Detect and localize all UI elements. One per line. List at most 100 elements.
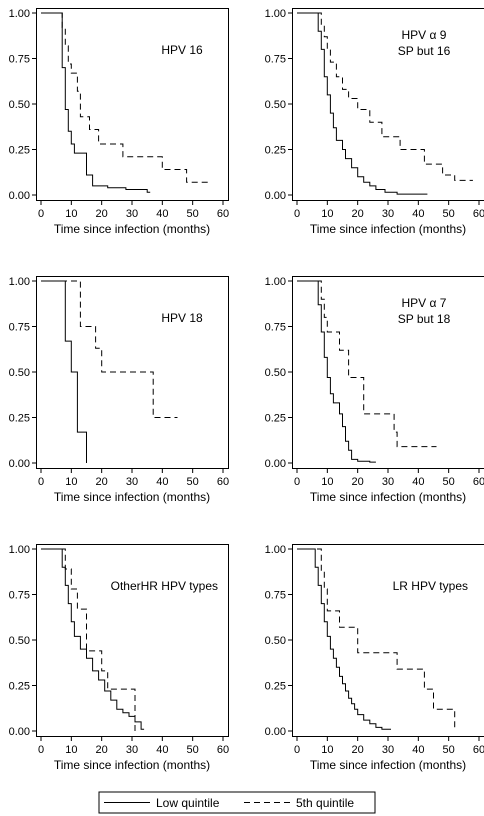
x-tick-label: 0 (38, 476, 44, 488)
series-5th-quintile (297, 280, 437, 448)
panel-title: HPV 18 (161, 311, 203, 325)
y-tick-label: 0.75 (265, 590, 286, 602)
x-tick-label: 0 (294, 208, 300, 220)
y-tick-label: 0.75 (9, 54, 30, 66)
y-tick-label: 0.00 (265, 190, 286, 202)
x-axis-label: Time since infection (months) (54, 490, 210, 504)
x-tick-label: 30 (126, 476, 138, 488)
x-tick-label: 50 (187, 744, 199, 756)
panel-4: 0.00 0.25 0.50 0.75 1.00 0 10 20 30 40 50 60 Time si… (265, 276, 484, 504)
y-tick-label: 0.50 (9, 635, 30, 647)
x-axis-label: Time since infection (months) (54, 758, 210, 772)
x-tick-label: 10 (65, 744, 77, 756)
panel-title: LR HPV types (393, 579, 468, 593)
y-tick-label: 0.25 (9, 145, 30, 157)
legend-label-high: 5th quintile (296, 796, 354, 810)
y-tick-label: 0.00 (9, 458, 30, 470)
x-tick-label: 20 (352, 744, 364, 756)
series-5th-quintile (41, 12, 208, 183)
x-tick-label: 60 (217, 208, 229, 220)
series-low-quintile (297, 548, 391, 730)
y-tick-label: 1.00 (9, 544, 30, 556)
x-tick-label: 50 (187, 476, 199, 488)
y-tick-label: 1.00 (9, 276, 30, 288)
y-tick-label: 0.00 (265, 458, 286, 470)
panel-2: 0.00 0.25 0.50 0.75 1.00 0 10 20 30 40 50 60 Time si… (265, 8, 484, 236)
y-tick-label: 0.75 (265, 54, 286, 66)
series-low-quintile (297, 12, 428, 195)
x-axis-label: Time since infection (months) (310, 758, 466, 772)
panel-title: HPV α 7 SP but 18 (398, 296, 451, 326)
series-5th-quintile (41, 548, 136, 731)
x-tick-label: 60 (217, 744, 229, 756)
x-tick-label: 40 (412, 208, 424, 220)
y-tick-label: 0.50 (9, 99, 30, 111)
series-low-quintile (41, 280, 87, 463)
y-tick-label: 0.75 (9, 322, 30, 334)
x-tick-label: 40 (412, 744, 424, 756)
y-tick-label: 0.50 (265, 635, 286, 647)
x-tick-label: 60 (217, 476, 229, 488)
x-tick-label: 20 (96, 744, 108, 756)
y-tick-label: 0.25 (9, 413, 30, 425)
x-axis-label: Time since infection (months) (310, 222, 466, 236)
y-tick-label: 1.00 (265, 8, 286, 20)
x-tick-label: 10 (321, 208, 333, 220)
x-tick-label: 20 (96, 476, 108, 488)
series-low-quintile (297, 280, 376, 463)
legend-label-low: Low quintile (156, 796, 220, 810)
y-tick-label: 0.75 (265, 322, 286, 334)
y-tick-label: 0.25 (265, 145, 286, 157)
x-tick-label: 40 (156, 744, 168, 756)
y-tick-label: 0.00 (265, 726, 286, 738)
x-tick-label: 30 (382, 208, 394, 220)
panel-title: HPV 16 (161, 43, 203, 57)
x-tick-label: 0 (294, 744, 300, 756)
x-tick-label: 20 (352, 208, 364, 220)
y-tick-label: 0.00 (9, 190, 30, 202)
panel-title: HPV α 9 SP but 16 (398, 28, 451, 58)
y-tick-label: 1.00 (265, 544, 286, 556)
x-tick-label: 50 (443, 208, 455, 220)
series-low-quintile (41, 548, 145, 730)
x-tick-label: 60 (473, 744, 484, 756)
y-tick-label: 1.00 (9, 8, 30, 20)
x-tick-label: 40 (412, 476, 424, 488)
y-tick-label: 0.75 (9, 590, 30, 602)
plot-frame (292, 544, 484, 737)
series-5th-quintile (41, 280, 178, 418)
x-tick-label: 30 (126, 744, 138, 756)
x-tick-label: 40 (156, 476, 168, 488)
series-5th-quintile (297, 548, 456, 731)
y-tick-label: 0.25 (265, 413, 286, 425)
x-tick-label: 50 (187, 208, 199, 220)
y-tick-label: 0.50 (265, 99, 286, 111)
x-tick-label: 10 (321, 744, 333, 756)
x-tick-label: 50 (443, 476, 455, 488)
x-tick-label: 60 (473, 476, 484, 488)
x-tick-label: 10 (65, 476, 77, 488)
x-tick-label: 30 (126, 208, 138, 220)
x-tick-label: 0 (38, 208, 44, 220)
x-tick-label: 10 (321, 476, 333, 488)
panel-3: 0.00 0.25 0.50 0.75 1.00 0 10 20 30 40 50 60 Time si… (9, 276, 229, 504)
y-tick-label: 0.50 (265, 367, 286, 379)
panel-title: OtherHR HPV types (111, 579, 218, 593)
x-tick-label: 20 (352, 476, 364, 488)
series-5th-quintile (297, 12, 473, 181)
legend-box (98, 791, 376, 814)
x-axis-label: Time since infection (months) (54, 222, 210, 236)
series-low-quintile (41, 12, 151, 193)
x-tick-label: 40 (156, 208, 168, 220)
y-tick-label: 1.00 (265, 276, 286, 288)
panel-1: 0.00 0.25 0.50 0.75 1.00 0 10 20 30 40 50 60 Time si… (9, 8, 229, 236)
x-axis-label: Time since infection (months) (310, 490, 466, 504)
y-tick-label: 0.25 (265, 681, 286, 693)
x-tick-label: 30 (382, 476, 394, 488)
x-tick-label: 60 (473, 208, 484, 220)
panel-6: 0.00 0.25 0.50 0.75 1.00 0 10 20 30 40 50 60 Time si… (265, 544, 484, 772)
y-tick-label: 0.50 (9, 367, 30, 379)
x-tick-label: 20 (96, 208, 108, 220)
legend: Low quintile 5th quintile (98, 791, 376, 814)
